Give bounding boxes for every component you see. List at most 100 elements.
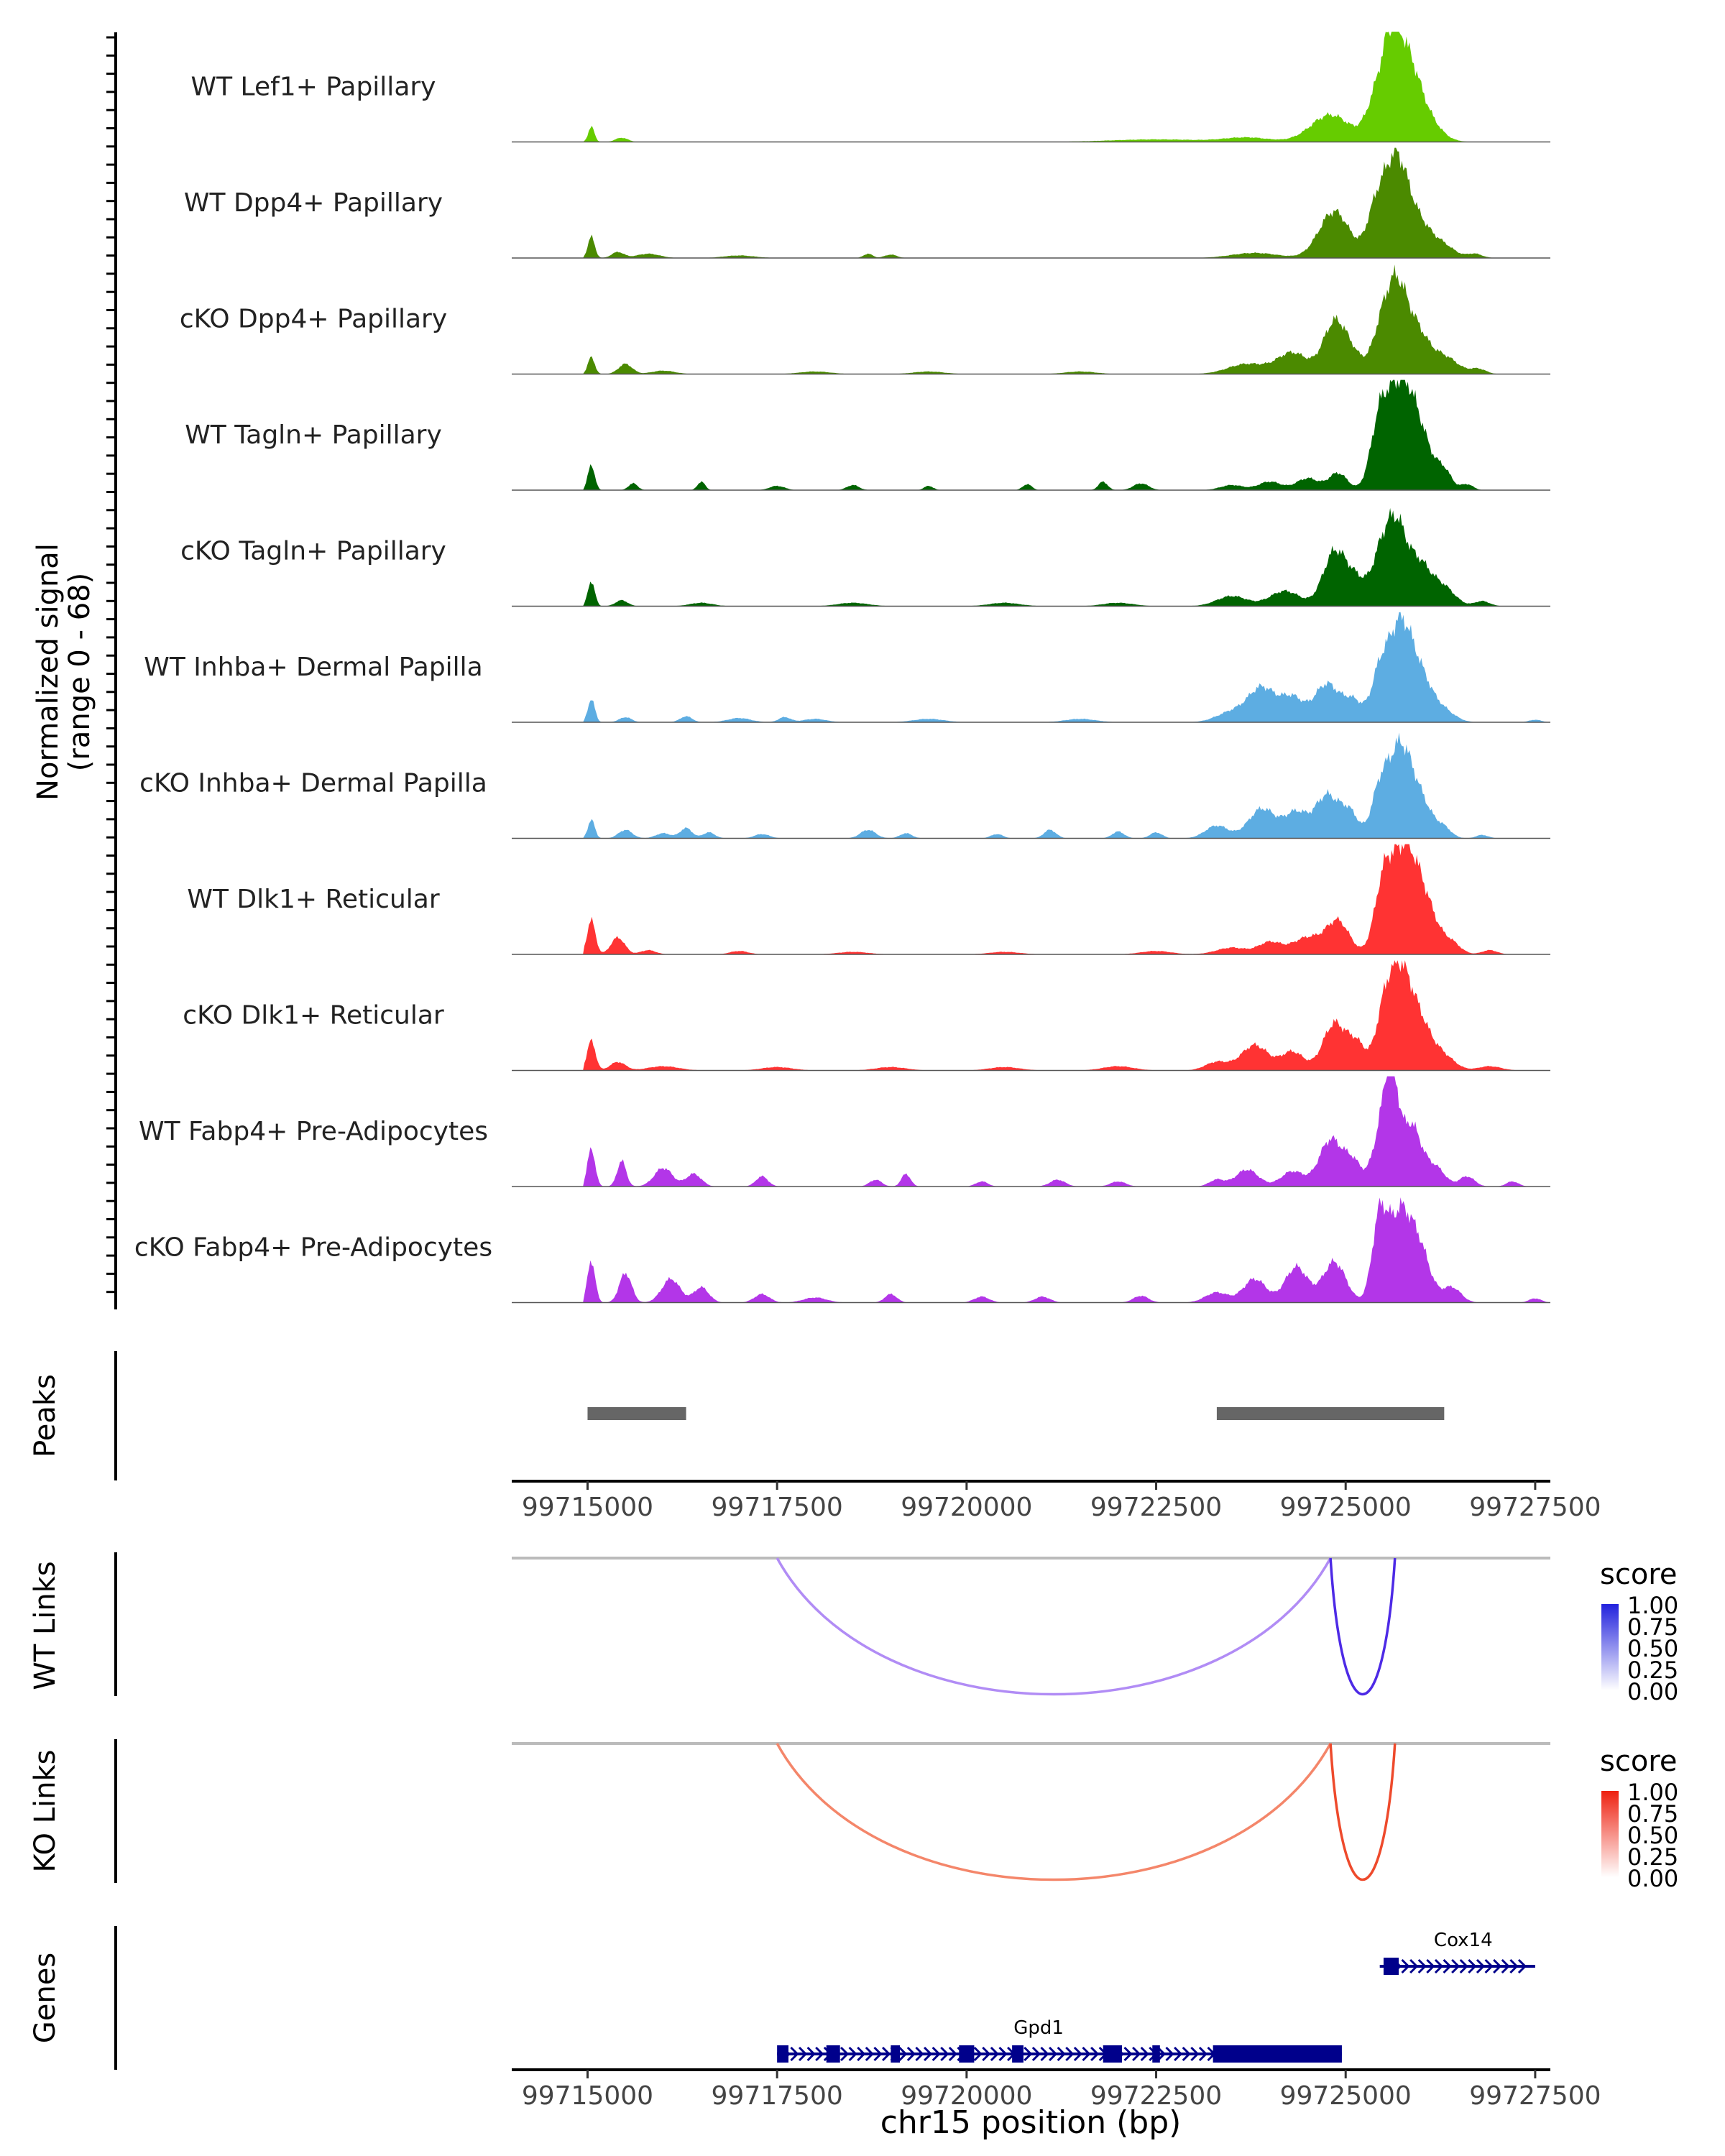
gene-name-label: Cox14 bbox=[1434, 1930, 1493, 1951]
ko-links-label: KO Links bbox=[29, 1750, 62, 1873]
coverage-area bbox=[512, 1197, 1550, 1303]
gene-model: Cox14 bbox=[1379, 1930, 1535, 1975]
gene-model: Gpd1 bbox=[777, 2017, 1342, 2063]
strand-arrow bbox=[998, 2046, 1008, 2062]
strand-arrow bbox=[848, 2046, 857, 2062]
x-tick-label: 99727500 bbox=[1469, 1493, 1601, 1522]
gene-exon bbox=[1103, 2045, 1123, 2063]
strand-arrow bbox=[1073, 2046, 1083, 2062]
legend-tick-label: 0.75 bbox=[1627, 1800, 1678, 1828]
coverage-area bbox=[512, 147, 1550, 258]
strand-arrow bbox=[881, 2046, 891, 2062]
gene-exon bbox=[891, 2045, 901, 2063]
strand-arrow bbox=[1174, 2046, 1183, 2062]
link-arc bbox=[1329, 1557, 1397, 1696]
strand-arrow bbox=[1501, 1958, 1510, 1974]
coverage-track: WT Fabp4+ Pre-Adipocytes bbox=[139, 1076, 1550, 1187]
gene-name-label: Gpd1 bbox=[1013, 2017, 1064, 2039]
genes-label: Genes bbox=[29, 1953, 62, 2043]
coverage-track-label: WT Fabp4+ Pre-Adipocytes bbox=[139, 1117, 488, 1146]
strand-arrow bbox=[990, 2046, 999, 2062]
coverage-track-label: WT Lef1+ Papillary bbox=[191, 73, 436, 102]
wt-legend-colorbar bbox=[1601, 1604, 1619, 1690]
coverage-area bbox=[512, 1076, 1550, 1187]
strand-arrow bbox=[798, 2046, 808, 2062]
strand-arrow bbox=[923, 2046, 933, 2062]
coverage-track: WT Inhba+ Dermal Papilla bbox=[144, 612, 1550, 723]
strand-arrow bbox=[790, 2046, 799, 2062]
coverage-track: cKO Dlk1+ Reticular bbox=[183, 960, 1550, 1072]
genes-x-ticks: 99715000 99717500 99720000 99722500 99725000… bbox=[522, 2070, 1601, 2111]
coverage-ylabel-line1: Normalized signal bbox=[32, 543, 65, 801]
x-tick-label: 99727500 bbox=[1469, 2081, 1601, 2111]
gene-exon bbox=[826, 2045, 840, 2063]
legend-tick-label: 0.00 bbox=[1627, 1678, 1678, 1705]
strand-arrow bbox=[1443, 1958, 1452, 1974]
x-tick-label: 99722500 bbox=[1090, 1493, 1222, 1522]
coverage-track: WT Dlk1+ Reticular bbox=[187, 844, 1550, 955]
strand-arrow bbox=[982, 2046, 991, 2062]
strand-arrow bbox=[865, 2046, 874, 2062]
wt-legend-ticks: 1.000.750.500.250.00 bbox=[1627, 1592, 1678, 1705]
peak-region-bar bbox=[587, 1407, 686, 1420]
wt-link-arcs bbox=[776, 1557, 1397, 1696]
coverage-track-label: WT Dlk1+ Reticular bbox=[187, 885, 439, 914]
strand-arrow bbox=[1459, 1958, 1468, 1974]
x-axis-title: chr15 position (bp) bbox=[880, 2104, 1182, 2141]
coverage-area bbox=[512, 32, 1550, 142]
strand-arrow bbox=[973, 2046, 983, 2062]
coverage-track: WT Dpp4+ Papillary bbox=[184, 147, 1550, 259]
strand-arrow bbox=[1065, 2046, 1075, 2062]
strand-arrow bbox=[1493, 1958, 1502, 1974]
strand-arrow bbox=[1123, 2046, 1133, 2062]
peak-region-bar bbox=[1216, 1407, 1445, 1420]
legend-tick-label: 1.00 bbox=[1627, 1779, 1678, 1806]
peak-bars bbox=[587, 1407, 1445, 1420]
ko-legend-colorbar bbox=[1601, 1791, 1619, 1877]
coverage-track-label: WT Dpp4+ Papillary bbox=[184, 188, 443, 218]
strand-arrow bbox=[940, 2046, 949, 2062]
gene-exon bbox=[959, 2045, 975, 2063]
strand-arrow bbox=[1057, 2046, 1066, 2062]
coverage-track: cKO Dpp4+ Papillary bbox=[180, 264, 1550, 375]
coverage-track: cKO Inhba+ Dermal Papilla bbox=[139, 732, 1550, 839]
strand-arrow bbox=[948, 2046, 957, 2062]
peaks-x-ticks: 99715000 99717500 99720000 99722500 99725000… bbox=[522, 1481, 1601, 1522]
strand-arrow bbox=[1090, 2046, 1100, 2062]
strand-arrow bbox=[1024, 2046, 1033, 2062]
coverage-area bbox=[512, 960, 1550, 1071]
coverage-track: cKO Tagln+ Papillary bbox=[180, 507, 1550, 607]
strand-arrow bbox=[1401, 1958, 1410, 1974]
strand-arrow bbox=[1132, 2046, 1141, 2062]
strand-arrow bbox=[815, 2046, 824, 2062]
coverage-y-ticks bbox=[106, 36, 116, 1294]
x-tick-label: 99717500 bbox=[712, 2081, 843, 2111]
coverage-track: WT Tagln+ Papillary bbox=[185, 379, 1550, 491]
coverage-area bbox=[512, 612, 1550, 722]
strand-arrow bbox=[1040, 2046, 1049, 2062]
x-tick-label: 99722500 bbox=[1090, 2081, 1222, 2111]
strand-arrow bbox=[840, 2046, 850, 2062]
ko-score-legend: score 1.000.750.500.250.00 bbox=[1600, 1745, 1678, 1892]
gene-exon bbox=[1012, 2045, 1024, 2063]
x-tick-label: 99717500 bbox=[712, 1493, 843, 1522]
legend-tick-label: 0.75 bbox=[1627, 1613, 1678, 1641]
gene-exon bbox=[1152, 2045, 1160, 2063]
x-tick-label: 99720000 bbox=[901, 2081, 1032, 2111]
wt-score-legend: score 1.000.750.500.250.00 bbox=[1600, 1558, 1678, 1705]
ko-legend-title: score bbox=[1600, 1745, 1677, 1778]
genes-panel: Genes Gpd1 Cox14 99715000 99717500 99720000… bbox=[29, 1926, 1601, 2141]
gene-exon bbox=[1213, 2045, 1342, 2063]
strand-arrow bbox=[857, 2046, 866, 2062]
coverage-area bbox=[512, 264, 1550, 374]
gene-exon bbox=[777, 2045, 788, 2063]
legend-tick-label: 0.00 bbox=[1627, 1865, 1678, 1892]
ko-link-arcs bbox=[776, 1743, 1397, 1881]
strand-arrow bbox=[1165, 2046, 1174, 2062]
coverage-area bbox=[512, 732, 1550, 839]
strand-arrow bbox=[1198, 2046, 1208, 2062]
legend-tick-label: 0.50 bbox=[1627, 1822, 1678, 1849]
x-tick-label: 99720000 bbox=[901, 1493, 1032, 1522]
wt-links-panel: WT Links score 1.000.750.500.250.00 bbox=[29, 1552, 1678, 1705]
